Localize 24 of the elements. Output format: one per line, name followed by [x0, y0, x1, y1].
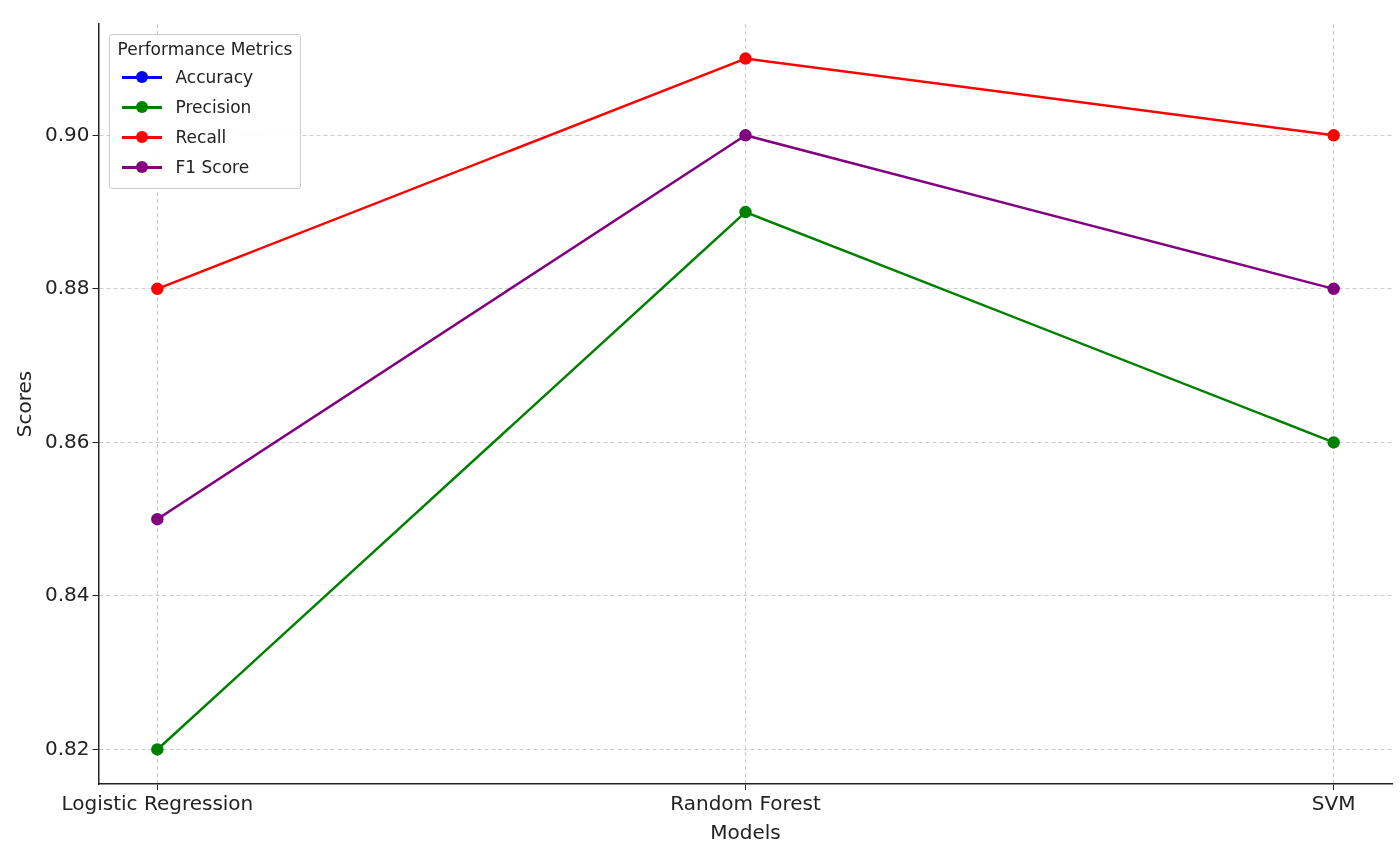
point: [739, 129, 752, 142]
point: [151, 743, 164, 756]
point: [1327, 436, 1340, 449]
legend-label: Precision: [175, 97, 252, 117]
point: [1327, 129, 1340, 142]
x-tick-label: SVM: [1311, 791, 1356, 816]
legend-label: F1 Score: [175, 157, 250, 177]
point: [151, 282, 164, 296]
y-axis-title: Scores: [12, 370, 37, 438]
y-tick-label: 0.82: [45, 735, 90, 760]
y-tick-label: 0.86: [45, 428, 90, 453]
y-tick-label: 0.88: [45, 275, 90, 300]
x-axis-title: Models: [710, 820, 781, 845]
point: [739, 52, 752, 65]
y-tick-label: 0.90: [45, 121, 90, 146]
y-tick-label: 0.84: [45, 582, 90, 607]
point: [151, 512, 164, 526]
legend-title: Performance Metrics: [117, 39, 293, 59]
legend-label: Recall: [175, 127, 227, 147]
legend-label: Accuracy: [175, 67, 254, 87]
point: [739, 205, 752, 219]
point: [1327, 282, 1340, 296]
x-tick-label: Random Forest: [670, 791, 821, 816]
x-tick-label: Logistic Regression: [61, 791, 254, 816]
